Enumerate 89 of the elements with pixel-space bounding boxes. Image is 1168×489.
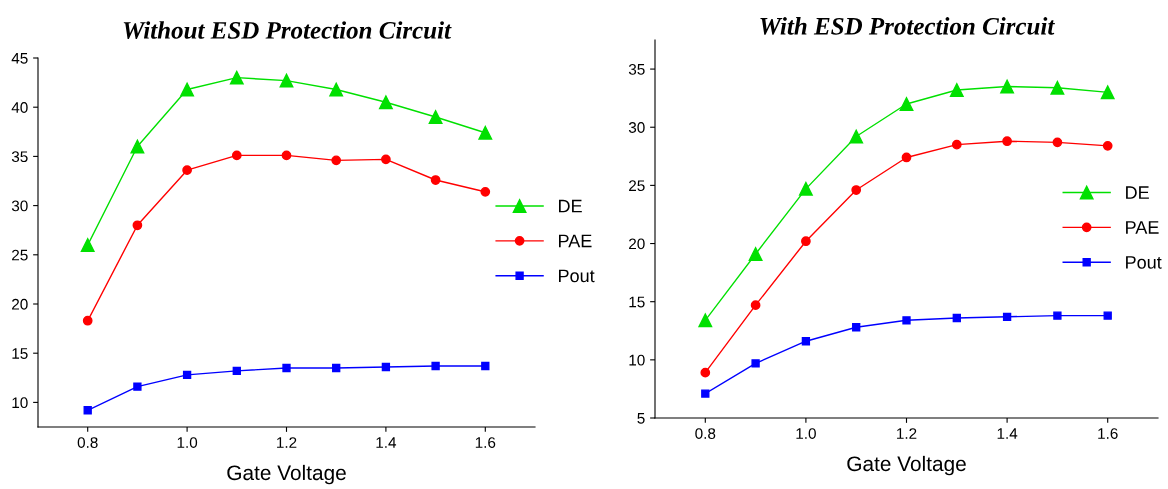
y-tick-label: 20 — [629, 238, 645, 250]
point — [901, 152, 912, 163]
point — [231, 150, 242, 161]
point — [750, 300, 761, 311]
x-tick-label: 0.8 — [695, 428, 716, 439]
x-axis-title: Gate Voltage — [227, 464, 346, 485]
point — [480, 186, 491, 197]
x-tick-label: 1.6 — [1098, 428, 1118, 439]
y-tick-label: 10 — [12, 397, 28, 409]
legend-label: DE — [559, 199, 582, 213]
point — [801, 337, 811, 346]
x-tick-label: 1.4 — [997, 428, 1018, 439]
y-tick-label: 20 — [12, 298, 28, 310]
point — [378, 95, 393, 110]
point — [1100, 85, 1115, 100]
point — [698, 313, 713, 328]
point — [133, 382, 142, 391]
point — [1000, 79, 1015, 94]
point — [701, 389, 710, 398]
point — [1102, 140, 1113, 151]
point — [431, 361, 440, 371]
y-tick-label: 25 — [629, 180, 645, 192]
point — [428, 110, 443, 124]
point — [381, 362, 391, 372]
point — [83, 406, 92, 415]
legend-label: DE — [1126, 186, 1149, 199]
y-tick-label: 30 — [628, 122, 645, 133]
chart-title: With ESD Protection Circuit — [760, 17, 1055, 35]
point — [82, 315, 93, 326]
point — [430, 175, 441, 185]
point — [851, 185, 862, 195]
point — [332, 363, 341, 373]
point — [481, 361, 490, 371]
point — [1052, 137, 1063, 148]
point — [381, 154, 391, 165]
point — [902, 316, 911, 325]
x-tick-label: 1.0 — [177, 437, 198, 448]
point — [1050, 80, 1065, 95]
y-tick-label: 5 — [637, 413, 645, 424]
point — [748, 247, 763, 261]
y-tick-label: 15 — [12, 348, 28, 359]
point — [130, 139, 145, 154]
point — [951, 139, 962, 150]
point — [132, 220, 143, 231]
point — [949, 83, 964, 97]
point — [952, 313, 961, 323]
x-tick-label: 1.4 — [376, 437, 397, 448]
point — [852, 323, 861, 332]
y-tick-label: 45 — [11, 53, 28, 64]
point — [849, 129, 864, 144]
point — [700, 367, 711, 378]
point — [279, 73, 294, 88]
point — [331, 155, 342, 166]
point — [182, 165, 192, 176]
point — [1103, 311, 1112, 320]
point — [899, 97, 914, 111]
y-tick-label: 15 — [629, 296, 645, 308]
point — [281, 150, 292, 161]
x-tick-label: 0.8 — [77, 437, 98, 448]
point — [329, 82, 344, 97]
point — [80, 238, 95, 252]
chart-title: Without ESD Protection Circuit — [123, 21, 452, 39]
legend-label: PAE — [559, 234, 592, 248]
point — [1002, 136, 1012, 147]
y-tick-label: 35 — [11, 151, 28, 163]
point — [1002, 312, 1012, 321]
legend-label: PAE — [1126, 221, 1159, 234]
point — [180, 82, 195, 97]
point — [232, 366, 241, 376]
y-tick-label: 10 — [629, 354, 645, 366]
x-tick-label: 1.6 — [475, 437, 496, 448]
legend-label: Pout — [1126, 256, 1162, 269]
point — [478, 125, 493, 140]
point — [282, 363, 291, 373]
y-tick-label: 40 — [11, 102, 28, 113]
legend-label: Pout — [559, 269, 595, 283]
point — [229, 70, 244, 85]
point — [1053, 311, 1062, 320]
point — [182, 370, 192, 380]
point — [798, 181, 813, 196]
x-tick-label: 1.0 — [796, 428, 816, 439]
point — [801, 236, 811, 247]
point — [751, 359, 760, 368]
x-tick-label: 1.2 — [897, 428, 917, 439]
y-tick-label: 35 — [628, 63, 645, 75]
y-tick-label: 25 — [12, 249, 28, 261]
x-tick-label: 1.2 — [277, 437, 297, 448]
y-tick-label: 30 — [11, 200, 28, 212]
x-axis-title: Gate Voltage — [847, 455, 966, 476]
